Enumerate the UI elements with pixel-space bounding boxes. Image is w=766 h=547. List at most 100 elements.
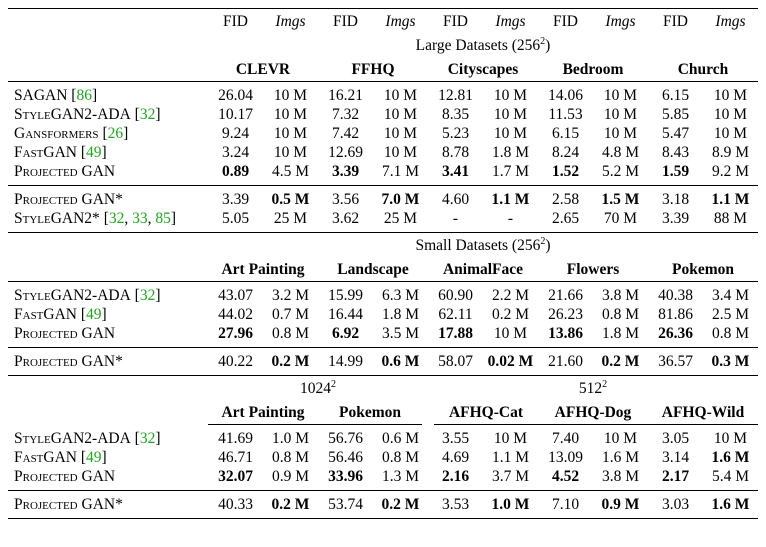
- imgs-value: 6.3 M: [381, 287, 420, 304]
- citation-link[interactable]: 32: [108, 210, 125, 227]
- imgs-value: 10 M: [603, 106, 638, 123]
- fid-value: 8.24: [551, 144, 580, 161]
- imgs-value: 0.8 M: [271, 325, 310, 342]
- fid-value: 3.62: [331, 210, 360, 227]
- fid-value: 40.33: [218, 496, 253, 513]
- fid-value: 62.11: [438, 306, 473, 323]
- group-title-text: Small Datasets (256: [415, 236, 541, 254]
- fid-value: 8.35: [441, 106, 470, 123]
- results-table: FID Imgs FID Imgs FID Imgs FID Imgs FID Imgs Large…: [8, 8, 758, 519]
- imgs-value: 1.1 M: [491, 191, 530, 208]
- citation-link[interactable]: 86: [76, 87, 92, 104]
- fid-value: 40.22: [218, 353, 253, 370]
- fid-value: 3.18: [661, 191, 690, 208]
- imgs-value: 0.2 M: [271, 353, 310, 370]
- method-cell: Projected GAN*: [8, 190, 208, 209]
- fid-value: 9.24: [221, 125, 250, 142]
- fid-value: 27.96: [218, 325, 253, 342]
- citation-link[interactable]: 49: [86, 306, 102, 323]
- dataset-name: Bedroom: [538, 57, 648, 82]
- fid-value: 4.60: [441, 191, 470, 208]
- group-title-row: Small Datasets (2562): [8, 233, 758, 258]
- imgs-value: 10 M: [273, 87, 308, 104]
- fid-value: 4.52: [551, 468, 580, 485]
- fid-value: 2.16: [441, 468, 470, 485]
- method-cell: Projected GAN*: [8, 352, 208, 371]
- imgs-value: 10 M: [603, 430, 638, 447]
- method-cell: FastGAN [49]: [14, 449, 107, 466]
- fid-value: 1.52: [551, 163, 580, 180]
- fid-value: 2.65: [551, 210, 580, 227]
- imgs-value: 1.1 M: [711, 191, 750, 208]
- imgs-value: 1.5 M: [601, 191, 640, 208]
- group-title-sup: 2: [540, 235, 546, 247]
- table-row: Projected GAN* 40.22 0.2 M 14.99 0.6 M 58.07 0…: [8, 352, 758, 371]
- imgs-value: 1.0 M: [491, 496, 530, 513]
- imgs-value: 0.02 M: [487, 353, 534, 370]
- method-cell: StyleGAN2-ADA [32]: [14, 106, 161, 123]
- imgs-value: 10 M: [273, 144, 308, 161]
- dataset-name: Pokemon: [648, 257, 758, 282]
- imgs-header: Imgs: [593, 8, 648, 33]
- imgs-value: 10 M: [493, 106, 528, 123]
- dataset-name: Art Painting: [208, 400, 318, 425]
- imgs-value: 10 M: [493, 125, 528, 142]
- fid-value: 14.06: [548, 87, 583, 104]
- fid-value: 0.89: [221, 163, 250, 180]
- fid-value: 11.53: [548, 106, 583, 123]
- fid-value: 3.39: [331, 163, 360, 180]
- table-row: FastGAN [49] 3.24 10 M 12.69 10 M 8.78 1.8 M 8.…: [8, 143, 758, 162]
- fid-value: 5.23: [441, 125, 470, 142]
- citation-link[interactable]: 26: [107, 125, 124, 142]
- fid-value: 17.88: [438, 325, 473, 342]
- imgs-value: 10 M: [273, 106, 308, 123]
- imgs-value: 7.1 M: [381, 163, 420, 180]
- corner-cell: [8, 8, 208, 33]
- imgs-value: 5.4 M: [711, 468, 750, 485]
- citation-link[interactable]: 32: [139, 430, 156, 447]
- fid-value: 81.86: [658, 306, 693, 323]
- imgs-value: 0.2 M: [271, 496, 310, 513]
- method-cell: Projected GAN: [8, 467, 208, 486]
- citation-link[interactable]: 49: [86, 449, 102, 466]
- method-cell: StyleGAN2-ADA [32]: [14, 287, 161, 304]
- fid-value: 3.41: [441, 163, 470, 180]
- imgs-value: 0.8 M: [711, 325, 750, 342]
- table-row: StyleGAN2-ADA [32] 41.69 1.0 M 56.76 0.6 M 3.…: [8, 429, 758, 448]
- fid-value: 6.15: [551, 125, 580, 142]
- group-title: Large Datasets (2562): [208, 33, 758, 57]
- method-name: StyleGAN2-ADA: [14, 430, 131, 447]
- table-row: Projected GAN 0.89 4.5 M 3.39 7.1 M 3.41 1.7 M…: [8, 162, 758, 181]
- method-cell: SAGAN [86]: [14, 87, 98, 104]
- fid-value: 3.56: [331, 191, 360, 208]
- imgs-value: 10 M: [713, 106, 748, 123]
- fid-value: 12.81: [438, 87, 473, 104]
- fid-value: 3.24: [221, 144, 250, 161]
- fid-value: 5.05: [221, 210, 250, 227]
- method-name: StyleGAN2-ADA: [14, 287, 131, 304]
- method-name: Projected GAN*: [14, 191, 123, 208]
- fid-value: 60.90: [438, 287, 473, 304]
- fid-value: 7.40: [551, 430, 580, 447]
- fid-value: 1.59: [661, 163, 690, 180]
- fid-header: FID: [428, 8, 483, 33]
- fid-value: 7.42: [331, 125, 360, 142]
- imgs-value: 1.8 M: [491, 144, 530, 161]
- citation-link[interactable]: 32: [139, 287, 156, 304]
- table-row: FastGAN [49] 44.02 0.7 M 16.44 1.8 M 62.11 0.2…: [8, 305, 758, 324]
- imgs-value: 10 M: [493, 430, 528, 447]
- method-cell: FastGAN [49]: [14, 306, 107, 323]
- imgs-value: 1.6 M: [601, 449, 640, 466]
- citation-link[interactable]: 32: [139, 106, 156, 123]
- fid-value: 13.09: [548, 449, 583, 466]
- citation-link[interactable]: 85: [155, 210, 171, 227]
- method-name: Projected GAN*: [14, 353, 123, 370]
- fid-value: 7.32: [331, 106, 360, 123]
- citation-link[interactable]: 33: [132, 210, 148, 227]
- citation-link[interactable]: 49: [86, 144, 102, 161]
- method-name: StyleGAN2-ADA: [14, 106, 131, 123]
- dataset-name: Art Painting: [208, 257, 318, 282]
- fid-value: 13.86: [548, 325, 583, 342]
- dataset-name: Landscape: [318, 257, 428, 282]
- fid-value: 5.47: [661, 125, 690, 142]
